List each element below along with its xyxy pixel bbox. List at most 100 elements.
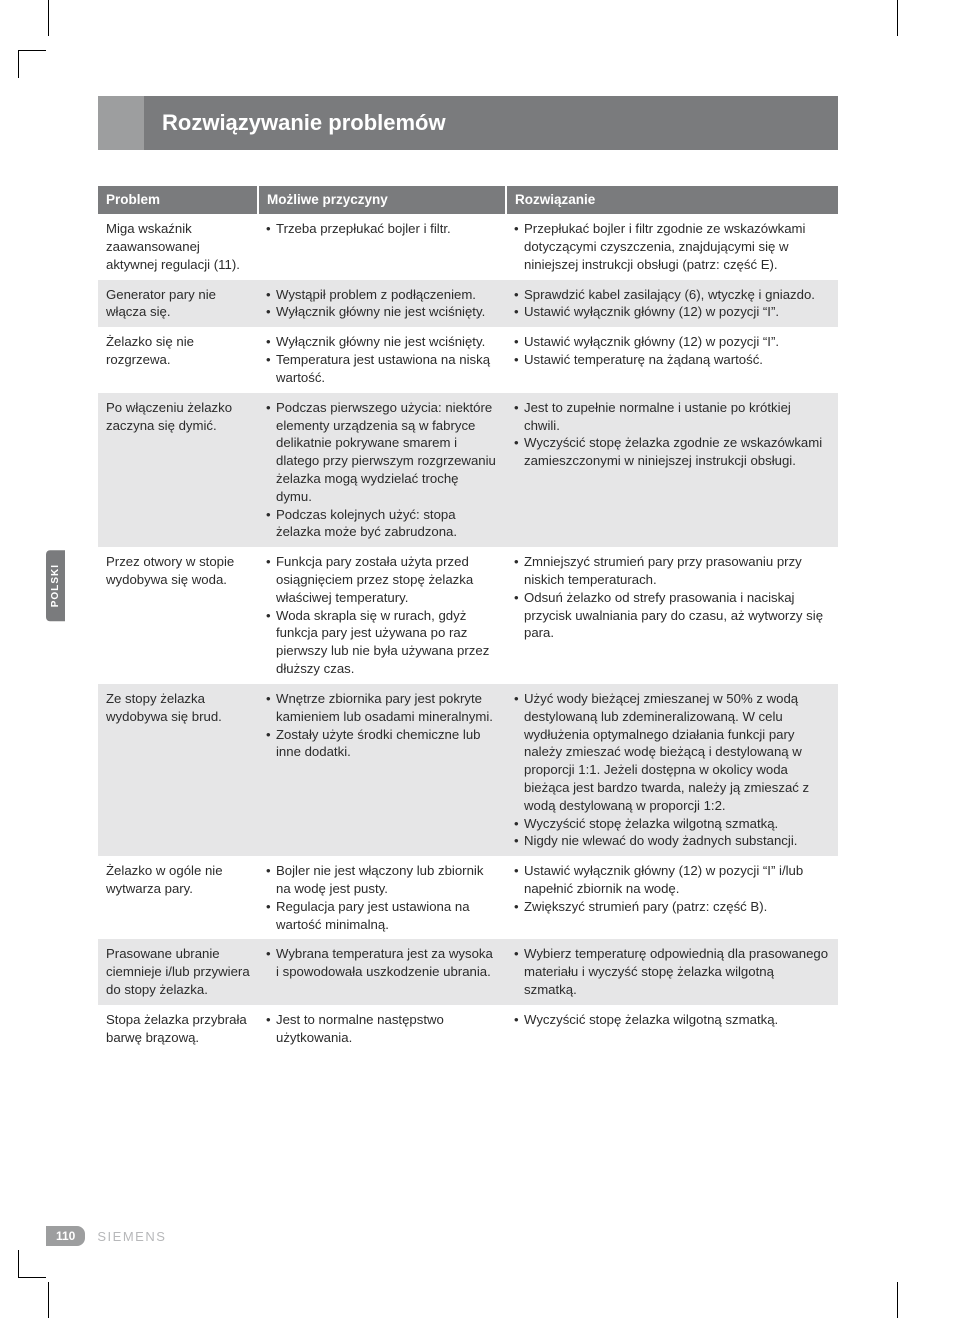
table-row: Przez otwory w stopie wydobywa się woda.… xyxy=(98,547,838,684)
bullet-text: Zwiększyć strumień pary (patrz: część B)… xyxy=(524,898,830,916)
bullet-list: •Użyć wody bieżącej zmieszanej w 50% z w… xyxy=(514,690,830,850)
bullet-dot: • xyxy=(266,1011,276,1047)
cell-solution: •Zmniejszyć strumień pary przy prasowani… xyxy=(506,547,838,684)
bullet-item: •Zostały użyte środki chemiczne lub inne… xyxy=(266,726,498,762)
table-row: Po włączeniu żelazko zaczyna się dymić.•… xyxy=(98,393,838,548)
bullet-text: Podczas kolejnych użyć: stopa żelazka mo… xyxy=(276,506,498,542)
bullet-text: Użyć wody bieżącej zmieszanej w 50% z wo… xyxy=(524,690,830,815)
bullet-item: •Jest to zupełnie normalne i ustanie po … xyxy=(514,399,830,435)
bullet-dot: • xyxy=(514,690,524,815)
bullet-list: •Podczas pierwszego użycia: niektóre ele… xyxy=(266,399,498,542)
cell-problem: Żelazko w ogóle nie wytwarza pary. xyxy=(98,856,258,939)
bullet-list: •Wybrana temperatura jest za wysoka i sp… xyxy=(266,945,498,981)
bullet-list: •Ustawić wyłącznik główny (12) w pozycji… xyxy=(514,333,830,369)
bullet-item: •Ustawić wyłącznik główny (12) w pozycji… xyxy=(514,333,830,351)
bullet-dot: • xyxy=(266,690,276,726)
bullet-text: Bojler nie jest włączony lub zbiornik na… xyxy=(276,862,498,898)
bullet-dot: • xyxy=(514,1011,524,1029)
cell-causes: •Podczas pierwszego użycia: niektóre ele… xyxy=(258,393,506,548)
bullet-text: Temperatura jest ustawiona na niską wart… xyxy=(276,351,498,387)
bullet-text: Wyłącznik główny nie jest wciśnięty. xyxy=(276,303,498,321)
cell-causes: •Wyłącznik główny nie jest wciśnięty.•Te… xyxy=(258,327,506,392)
bullet-dot: • xyxy=(266,399,276,506)
cell-problem: Po włączeniu żelazko zaczyna się dymić. xyxy=(98,393,258,548)
bullet-text: Wybrana temperatura jest za wysoka i spo… xyxy=(276,945,498,981)
bullet-list: •Jest to normalne następstwo użytkowania… xyxy=(266,1011,498,1047)
bullet-item: •Wystąpił problem z podłączeniem. xyxy=(266,286,498,304)
bullet-item: •Użyć wody bieżącej zmieszanej w 50% z w… xyxy=(514,690,830,815)
bullet-text: Zmniejszyć strumień pary przy prasowaniu… xyxy=(524,553,830,589)
cell-problem: Ze stopy żelazka wydobywa się brud. xyxy=(98,684,258,856)
bullet-dot: • xyxy=(514,351,524,369)
cell-causes: •Jest to normalne następstwo użytkowania… xyxy=(258,1005,506,1053)
bullet-list: •Ustawić wyłącznik główny (12) w pozycji… xyxy=(514,862,830,915)
bullet-item: •Regulacja pary jest ustawiona na wartoś… xyxy=(266,898,498,934)
bullet-text: Ustawić wyłącznik główny (12) w pozycji … xyxy=(524,303,830,321)
table-row: Ze stopy żelazka wydobywa się brud.•Wnęt… xyxy=(98,684,838,856)
cell-causes: •Wystąpił problem z podłączeniem.•Wyłącz… xyxy=(258,280,506,328)
bullet-item: •Sprawdzić kabel zasilający (6), wtyczkę… xyxy=(514,286,830,304)
language-side-tab: POLSKI xyxy=(46,550,65,621)
bullet-list: •Trzeba przepłukać bojler i filtr. xyxy=(266,220,498,238)
bullet-item: •Woda skrapla się w rurach, gdyż funkcja… xyxy=(266,607,498,678)
bullet-dot: • xyxy=(514,589,524,642)
bullet-text: Woda skrapla się w rurach, gdyż funkcja … xyxy=(276,607,498,678)
bullet-item: •Temperatura jest ustawiona na niską war… xyxy=(266,351,498,387)
bullet-text: Wybierz temperaturę odpowiednią dla pras… xyxy=(524,945,830,998)
bullet-list: •Funkcja pary została użyta przed osiągn… xyxy=(266,553,498,678)
bullet-list: •Wyczyścić stopę żelazka wilgotną szmatk… xyxy=(514,1011,830,1029)
bullet-text: Odsuń żelazko od strefy prasowania i nac… xyxy=(524,589,830,642)
bullet-item: •Jest to normalne następstwo użytkowania… xyxy=(266,1011,498,1047)
bullet-item: •Trzeba przepłukać bojler i filtr. xyxy=(266,220,498,238)
bullet-item: •Wybrana temperatura jest za wysoka i sp… xyxy=(266,945,498,981)
bullet-list: •Sprawdzić kabel zasilający (6), wtyczkę… xyxy=(514,286,830,322)
bullet-dot: • xyxy=(514,815,524,833)
cell-solution: •Ustawić wyłącznik główny (12) w pozycji… xyxy=(506,856,838,939)
bullet-text: Trzeba przepłukać bojler i filtr. xyxy=(276,220,498,238)
cell-problem: Generator pary nie włącza się. xyxy=(98,280,258,328)
cell-problem: Przez otwory w stopie wydobywa się woda. xyxy=(98,547,258,684)
table-header-row: Problem Możliwe przyczyny Rozwiązanie xyxy=(98,186,838,214)
col-header-solution: Rozwiązanie xyxy=(506,186,838,214)
bullet-text: Wyczyścić stopę żelazka zgodnie ze wskaz… xyxy=(524,434,830,470)
bullet-dot: • xyxy=(266,553,276,606)
bullet-dot: • xyxy=(514,399,524,435)
bullet-text: Sprawdzić kabel zasilający (6), wtyczkę … xyxy=(524,286,830,304)
bullet-text: Wnętrze zbiornika pary jest pokryte kami… xyxy=(276,690,498,726)
bullet-list: •Zmniejszyć strumień pary przy prasowani… xyxy=(514,553,830,642)
bullet-dot: • xyxy=(266,898,276,934)
bullet-item: •Wybierz temperaturę odpowiednią dla pra… xyxy=(514,945,830,998)
cell-problem: Żelazko się nie rozgrzewa. xyxy=(98,327,258,392)
bullet-list: •Wyłącznik główny nie jest wciśnięty.•Te… xyxy=(266,333,498,386)
bullet-text: Regulacja pary jest ustawiona na wartość… xyxy=(276,898,498,934)
cell-causes: •Wybrana temperatura jest za wysoka i sp… xyxy=(258,939,506,1004)
bullet-item: •Zmniejszyć strumień pary przy prasowani… xyxy=(514,553,830,589)
bullet-item: •Nigdy nie wlewać do wody żadnych substa… xyxy=(514,832,830,850)
bullet-item: •Wyłącznik główny nie jest wciśnięty. xyxy=(266,303,498,321)
bullet-list: •Przepłukać bojler i filtr zgodnie ze ws… xyxy=(514,220,830,273)
bullet-dot: • xyxy=(266,607,276,678)
bullet-item: •Podczas pierwszego użycia: niektóre ele… xyxy=(266,399,498,506)
bullet-dot: • xyxy=(266,286,276,304)
bullet-dot: • xyxy=(266,351,276,387)
bullet-text: Jest to normalne następstwo użytkowania. xyxy=(276,1011,498,1047)
table-row: Żelazko w ogóle nie wytwarza pary.•Bojle… xyxy=(98,856,838,939)
bullet-text: Nigdy nie wlewać do wody żadnych substan… xyxy=(524,832,830,850)
bullet-item: •Ustawić temperaturę na żądaną wartość. xyxy=(514,351,830,369)
bullet-dot: • xyxy=(514,434,524,470)
bullet-text: Przepłukać bojler i filtr zgodnie ze wsk… xyxy=(524,220,830,273)
troubleshooting-table: Problem Możliwe przyczyny Rozwiązanie Mi… xyxy=(98,186,838,1053)
cell-problem: Stopa żelazka przybrała barwę brązową. xyxy=(98,1005,258,1053)
bullet-dot: • xyxy=(514,333,524,351)
bullet-list: •Wnętrze zbiornika pary jest pokryte kam… xyxy=(266,690,498,761)
cell-causes: •Wnętrze zbiornika pary jest pokryte kam… xyxy=(258,684,506,856)
table-row: Prasowane ubranie ciemnieje i/lub przywi… xyxy=(98,939,838,1004)
bullet-dot: • xyxy=(266,945,276,981)
brand-mark: SIEMENS xyxy=(97,1229,166,1244)
bullet-dot: • xyxy=(266,220,276,238)
crop-mark xyxy=(48,0,49,36)
crop-mark xyxy=(897,1282,898,1318)
bullet-dot: • xyxy=(514,553,524,589)
bullet-text: Ustawić wyłącznik główny (12) w pozycji … xyxy=(524,862,830,898)
bullet-dot: • xyxy=(266,333,276,351)
